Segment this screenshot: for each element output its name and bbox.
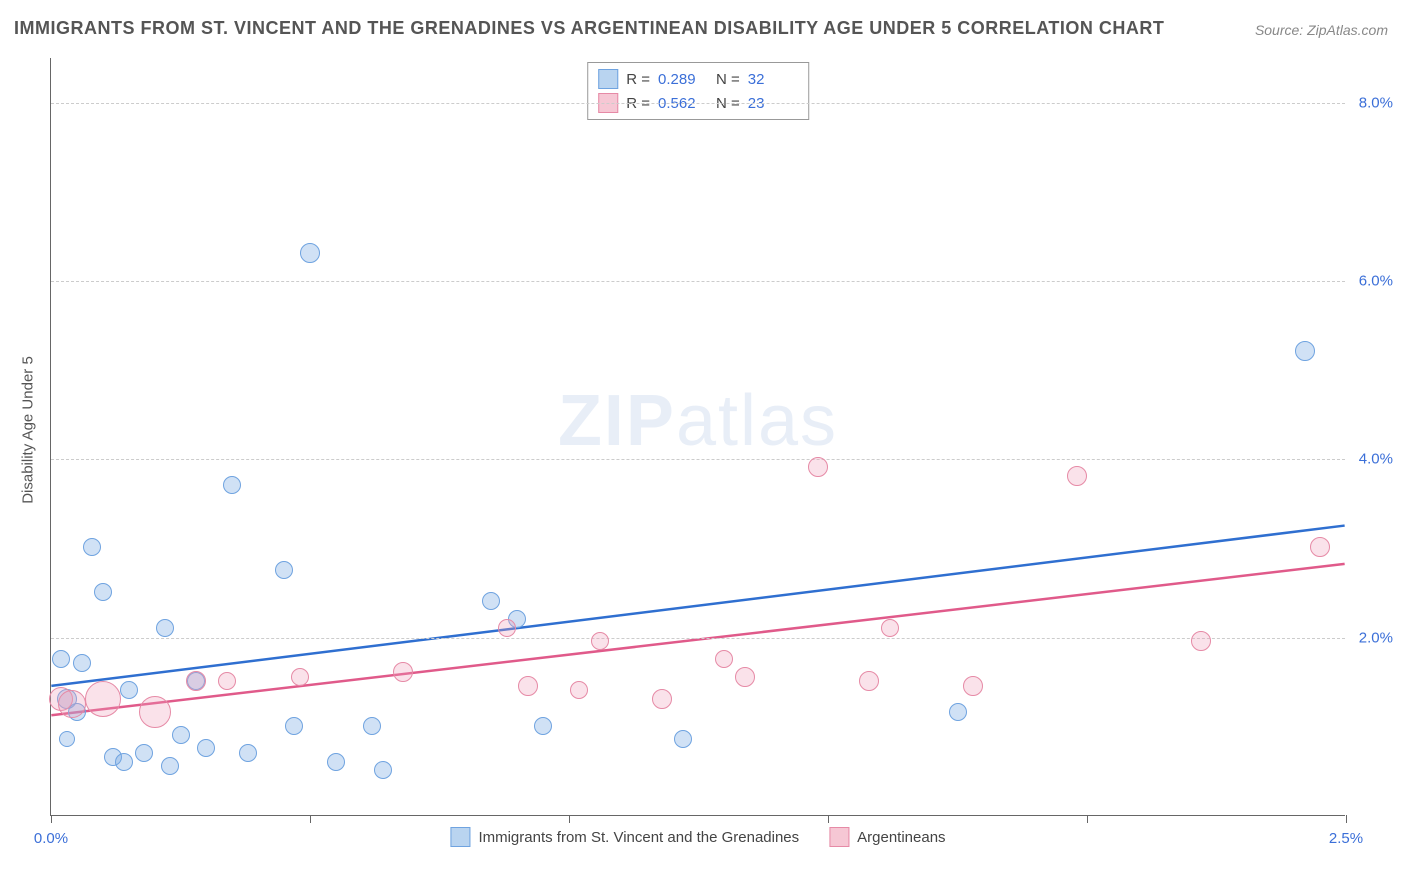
trend-line [51, 564, 1344, 715]
legend-series: Immigrants from St. Vincent and the Gren… [450, 827, 945, 847]
source-label: Source: [1255, 22, 1303, 38]
x-tick [828, 815, 829, 823]
gridline [51, 459, 1345, 460]
data-point [139, 696, 171, 728]
data-point [83, 538, 101, 556]
data-point [1067, 466, 1087, 486]
data-point [85, 681, 121, 717]
data-point [363, 717, 381, 735]
y-axis-label: Disability Age Under 5 [20, 356, 37, 504]
y-tick-label: 2.0% [1349, 629, 1393, 646]
data-point [223, 476, 241, 494]
data-point [73, 654, 91, 672]
y-tick-label: 8.0% [1349, 94, 1393, 111]
y-tick-label: 6.0% [1349, 272, 1393, 289]
trend-line [51, 526, 1344, 686]
x-tick [1346, 815, 1347, 823]
data-point [218, 672, 236, 690]
source-value: ZipAtlas.com [1307, 22, 1388, 38]
data-point [570, 681, 588, 699]
x-tick [1087, 815, 1088, 823]
legend-swatch [450, 827, 470, 847]
data-point [115, 753, 133, 771]
data-point [58, 690, 86, 718]
data-point [518, 676, 538, 696]
gridline [51, 638, 1345, 639]
data-point [161, 757, 179, 775]
data-point [859, 671, 879, 691]
data-point [715, 650, 733, 668]
data-point [652, 689, 672, 709]
data-point [186, 671, 206, 691]
legend-swatch [829, 827, 849, 847]
x-tick-label-left: 0.0% [34, 830, 68, 847]
data-point [1191, 631, 1211, 651]
gridline [51, 103, 1345, 104]
data-point [534, 717, 552, 735]
data-point [59, 731, 75, 747]
legend-item: Argentineans [829, 827, 945, 847]
x-tick-label-right: 2.5% [1329, 830, 1363, 847]
data-point [275, 561, 293, 579]
data-point [949, 703, 967, 721]
data-point [808, 457, 828, 477]
data-point [482, 592, 500, 610]
plot-area: ZIPatlas R = 0.289 N = 32 R = 0.562 N = … [50, 58, 1345, 816]
data-point [52, 650, 70, 668]
y-tick-label: 4.0% [1349, 451, 1393, 468]
x-tick [569, 815, 570, 823]
x-tick [51, 815, 52, 823]
data-point [120, 681, 138, 699]
correlation-chart: IMMIGRANTS FROM ST. VINCENT AND THE GREN… [0, 0, 1406, 892]
data-point [197, 739, 215, 757]
data-point [172, 726, 190, 744]
data-point [135, 744, 153, 762]
data-point [300, 243, 320, 263]
data-point [591, 632, 609, 650]
data-point [735, 667, 755, 687]
data-point [963, 676, 983, 696]
data-point [291, 668, 309, 686]
data-point [674, 730, 692, 748]
x-tick [310, 815, 311, 823]
data-point [1295, 341, 1315, 361]
data-point [881, 619, 899, 637]
data-point [393, 662, 413, 682]
chart-source: Source: ZipAtlas.com [1255, 22, 1388, 38]
legend-item: Immigrants from St. Vincent and the Gren… [450, 827, 799, 847]
data-point [327, 753, 345, 771]
trend-lines [51, 58, 1345, 815]
chart-title: IMMIGRANTS FROM ST. VINCENT AND THE GREN… [14, 18, 1164, 39]
data-point [156, 619, 174, 637]
data-point [285, 717, 303, 735]
legend-label: Argentineans [857, 829, 945, 846]
gridline [51, 281, 1345, 282]
legend-label: Immigrants from St. Vincent and the Gren… [478, 829, 799, 846]
data-point [1310, 537, 1330, 557]
data-point [374, 761, 392, 779]
data-point [94, 583, 112, 601]
data-point [498, 619, 516, 637]
data-point [239, 744, 257, 762]
